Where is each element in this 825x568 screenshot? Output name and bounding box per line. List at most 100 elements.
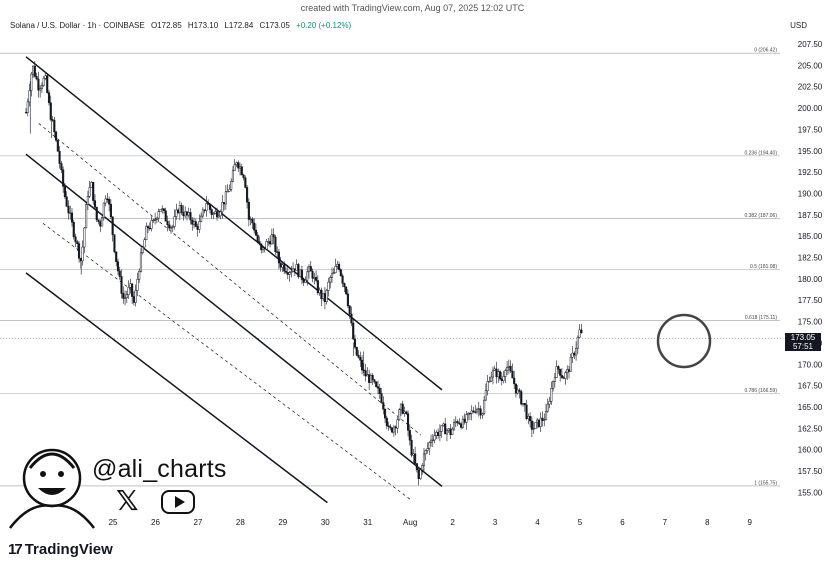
candle-body [58,151,61,164]
y-tick-label: 175.00 [798,318,823,327]
x-logo-icon[interactable]: 𝕏 [116,484,139,517]
x-tick-label: 3 [493,518,498,527]
avatar-smile [38,488,66,495]
candle-body [217,215,220,218]
candle-body [553,377,556,382]
breakout-highlight-circle [656,313,712,369]
x-tick-label: 30 [321,518,330,527]
candle-body [442,423,445,426]
candle-body [544,410,548,420]
candle-body [93,200,97,208]
y-tick-label: 182.50 [798,254,823,263]
candle-body [178,205,181,214]
x-tick-label: 6 [620,518,625,527]
candle-body [315,277,318,281]
candle-body [507,365,510,368]
candle-body [221,202,224,213]
youtube-play-icon[interactable] [161,490,195,514]
last-price: 173.05 [790,333,816,342]
candle-body [154,219,157,221]
candle-body [396,419,399,429]
tradingview-logo-text: TradingView [24,541,113,558]
candle-body [272,234,275,238]
candle-body [345,286,348,295]
low-value: L172.84 [224,21,254,30]
channel-upper-line [25,56,443,391]
candle-body [242,174,245,179]
candle-body [403,411,406,414]
candle-body [355,346,358,356]
candle-body [219,211,222,217]
candle-body [578,329,581,338]
y-tick-label: 202.50 [798,83,823,92]
currency-label: USD [790,21,807,30]
candle-body [44,75,47,79]
x-tick-label: 31 [363,518,372,527]
candle-body [90,181,93,188]
candle-body [155,217,158,220]
candle-body [56,140,59,152]
candle-body [67,205,70,214]
candle-body [429,439,433,443]
candle-body [141,246,144,254]
symbol-name: Solana / U.S. Dollar · 1h · COINBASE [10,21,145,30]
candle-body [376,386,380,389]
candle-body [334,266,337,273]
x-tick-label: 25 [109,518,118,527]
candle-body [408,430,411,441]
bar-countdown: 57:51 [792,342,814,351]
y-tick-label: 185.00 [798,232,823,241]
candle-body [152,219,155,222]
candle-body [161,208,164,210]
candle-body [497,371,500,378]
candle-body [375,381,378,388]
y-tick-label: 155.00 [798,488,823,497]
candle-body [92,181,95,201]
candle-body [35,76,38,80]
candle-body [288,272,291,275]
candle-body [76,241,79,244]
candle-body [352,322,355,340]
x-tick-label: Aug [403,518,417,527]
candle-body [548,401,551,405]
candle-body [286,272,289,275]
candle-body [481,413,484,416]
candle-body [182,212,185,217]
candle-body [185,211,189,216]
candle-body [407,413,410,431]
candle-body [134,290,137,303]
candle-body [465,414,468,423]
candle-body [191,219,194,225]
y-tick-label: 207.50 [798,40,823,49]
fib-level-label: 1 (155.75) [754,480,777,486]
candle-body [422,453,426,466]
candle-body [490,376,493,382]
candle-body [493,368,496,371]
candle-body [247,201,250,220]
candle-body [336,263,339,267]
candle-body [306,271,309,281]
candle-body [543,419,546,421]
symbol-legend: Solana / U.S. Dollar · 1h · COINBASE O17… [10,21,355,30]
candle-body [104,198,107,204]
candle-body [415,463,418,471]
candle-body [74,236,77,243]
candle-body [295,264,298,271]
candle-body [72,221,75,238]
candle-body [389,426,392,429]
x-tick-label: 9 [748,518,753,527]
candle-body [109,203,112,218]
candle-body [309,266,312,272]
candle-body [536,419,539,423]
candle-body [458,422,461,425]
candle-body [369,375,372,383]
candle-body [208,204,211,210]
candle-body [373,379,376,383]
candle-body [122,293,125,299]
tradingview-mark-icon: 17 [8,541,23,558]
candle-body [106,198,109,200]
candle-body [108,198,111,205]
candle-body [125,294,128,299]
candle-body [261,247,265,251]
candle-body [47,92,51,104]
